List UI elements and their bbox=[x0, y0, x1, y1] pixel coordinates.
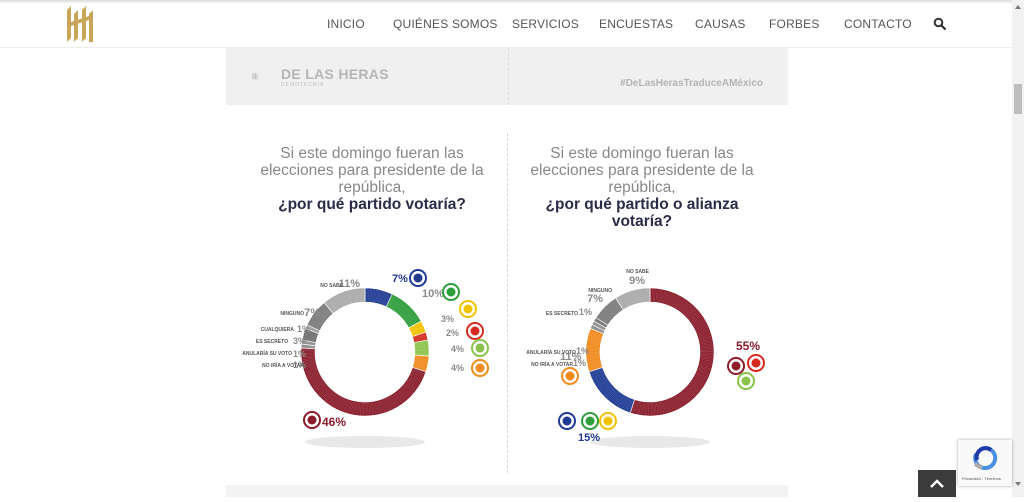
chart-1-name-ninguno: NINGUNO bbox=[588, 288, 612, 294]
prd-logo-icon-fill bbox=[464, 305, 473, 314]
mc-logo-icon-fill bbox=[476, 364, 485, 373]
pri-logo-icon-fill bbox=[586, 417, 595, 426]
recaptcha-badge[interactable]: Privacidad - Términos bbox=[958, 440, 1012, 486]
chart-0-value-pri: 10% bbox=[422, 288, 444, 300]
pt-logo-icon-fill bbox=[752, 359, 761, 368]
chevron-up-icon bbox=[918, 470, 956, 497]
chart-1-shadow bbox=[590, 436, 710, 448]
pvem-logo-icon-fill bbox=[742, 377, 751, 386]
chart-1-value-no-ir-a-a-votar: 1% bbox=[573, 358, 586, 368]
recaptcha-links[interactable]: Privacidad - Términos bbox=[962, 476, 1001, 481]
chart-0-value-pan: 7% bbox=[392, 273, 408, 285]
chart-0-name-no-ir-a-a-votar: NO IRÍA A VOTAR bbox=[262, 361, 304, 369]
chart-1-value-morena-pt-pvem: 55% bbox=[736, 339, 760, 353]
pan-logo-icon-fill bbox=[563, 417, 572, 426]
chart-0-name-cualquiera: CUALQUIERA bbox=[261, 327, 295, 333]
chart-1-value-no-sabe: 9% bbox=[629, 275, 645, 287]
chart-1-name-anular-a-su-voto: ANULARÍA SU VOTO bbox=[526, 348, 576, 356]
chart-0-value-morena: 46% bbox=[322, 415, 346, 429]
prd-logo-icon-fill bbox=[604, 417, 613, 426]
chart-0-value-prd: 3% bbox=[441, 314, 454, 324]
chart-1-value-anular-a-su-voto: 1% bbox=[576, 346, 589, 356]
chart-0-value-anular-a-su-voto: 1% bbox=[293, 349, 306, 359]
pri-logo-icon-fill bbox=[447, 288, 456, 297]
chart-0-value-pvem: 4% bbox=[451, 344, 464, 354]
chart-0-value-pt: 2% bbox=[446, 328, 459, 338]
chart-0-value-es-secreto: 3% bbox=[293, 336, 306, 346]
back-to-top-button[interactable] bbox=[918, 470, 956, 497]
chart-0-name-es-secreto: ES SECRETO bbox=[256, 339, 288, 345]
chart-1-value-pan-pri-prd: 15% bbox=[578, 432, 600, 444]
chart-0-value-mc: 4% bbox=[451, 363, 464, 373]
pt-logo-icon-fill bbox=[471, 327, 480, 336]
chart-0-value-ninguno: 7% bbox=[304, 307, 320, 319]
chart-1-value-ninguno: 7% bbox=[587, 293, 603, 305]
chart-1-name-no-ir-a-a-votar: NO IRÍA A VOTAR bbox=[531, 360, 573, 368]
chart-0-name-anular-a-su-voto: ANULARÍA SU VOTO bbox=[242, 349, 292, 357]
chart-0-hole bbox=[315, 302, 415, 402]
chart-0-shadow bbox=[305, 436, 425, 448]
pvem-logo-icon-fill bbox=[476, 344, 485, 353]
chart-1-name-no-sabe: NO SABE bbox=[626, 269, 649, 275]
mc-logo-icon-fill bbox=[566, 372, 575, 381]
morena-logo-icon-fill bbox=[732, 362, 741, 371]
morena-logo-icon-fill bbox=[308, 416, 317, 425]
chart-1-name-es-secreto: ES SECRETO bbox=[546, 311, 578, 317]
chart-0-name-ninguno: NINGUNO bbox=[280, 311, 304, 317]
chart-1-value-es-secreto: 1% bbox=[579, 307, 592, 317]
pan-logo-icon-fill bbox=[414, 274, 423, 283]
chart-1-hole bbox=[600, 302, 700, 402]
chart-0-name-no-sabe: NO SABE bbox=[320, 283, 343, 289]
